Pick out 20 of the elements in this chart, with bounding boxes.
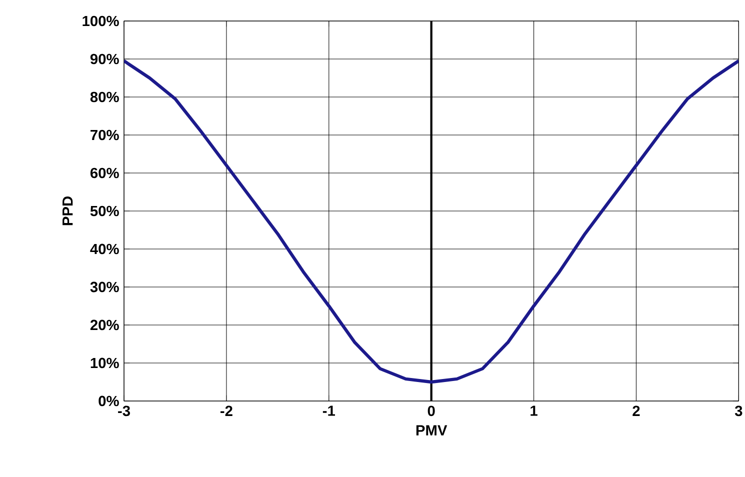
y-tick-label: 30% (90, 282, 119, 292)
y-tick-label: 60% (90, 168, 119, 178)
x-tick-label: 3 (734, 406, 742, 416)
x-tick-label: -2 (220, 406, 232, 416)
y-tick-label: 100% (82, 16, 119, 26)
x-tick-label: 0 (428, 406, 435, 416)
y-tick-label: 0% (98, 396, 119, 406)
y-tick-label: 50% (90, 206, 119, 216)
x-tick-label: -1 (322, 406, 335, 416)
y-tick-label: 70% (90, 130, 119, 140)
y-tick-label: 40% (90, 244, 119, 254)
y-tick-label: 80% (90, 92, 119, 102)
y-tick-label: 10% (90, 358, 119, 368)
y-tick-label: 20% (90, 320, 119, 330)
x-tick-label: -3 (118, 406, 130, 416)
x-tick-label: 2 (632, 406, 640, 416)
x-tick-label: 1 (530, 406, 538, 416)
y-axis-title: PPD (62, 196, 73, 226)
x-axis-title: PMV (416, 425, 448, 436)
y-tick-label: 90% (90, 54, 119, 64)
